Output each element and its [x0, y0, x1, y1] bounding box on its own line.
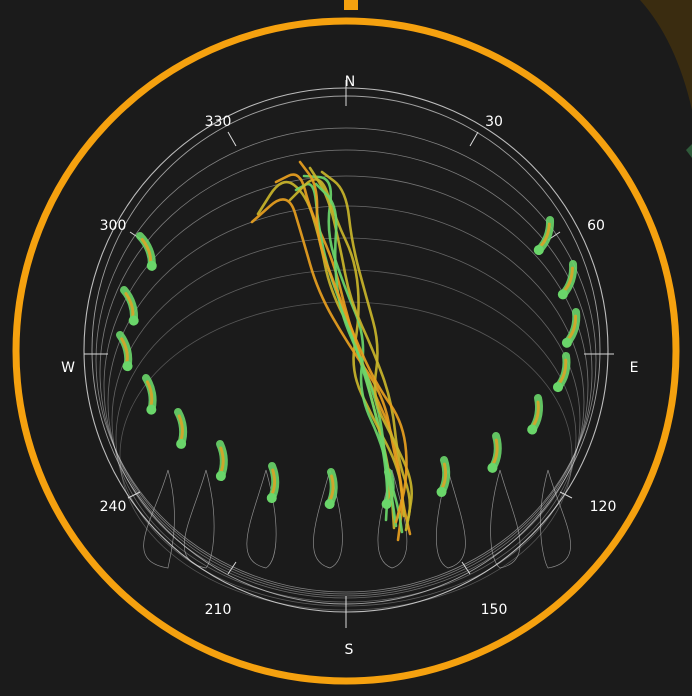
rim-satellite-track — [324, 468, 338, 510]
rim-satellite-track — [553, 352, 571, 393]
track-highlight — [177, 414, 184, 442]
satellite-point — [146, 404, 157, 415]
satellite-point — [324, 499, 335, 510]
frame-top-tab — [344, 0, 358, 10]
rim-satellite-track — [174, 408, 188, 449]
track-highlight — [491, 438, 499, 466]
compass-label-north: N — [345, 74, 355, 90]
central-satellite-track — [274, 173, 412, 536]
rim-satellite-track — [142, 374, 157, 415]
satellite-point — [436, 486, 447, 497]
rim-satellite-track — [116, 331, 133, 372]
track-highlight — [140, 237, 153, 264]
ground-loop — [246, 469, 277, 569]
satellite-point — [176, 438, 187, 449]
central-satellite-track — [314, 182, 404, 534]
azimuth-label-300: 300 — [100, 218, 127, 234]
ground-loop — [313, 469, 343, 569]
rim-satellite-track — [487, 432, 502, 473]
rim-satellite-track — [557, 260, 578, 300]
azimuth-tick — [559, 491, 573, 499]
track-highlight — [124, 292, 135, 319]
azimuth-label-150: 150 — [481, 602, 508, 618]
rim-satellite-track — [266, 462, 280, 504]
rim-satellite-track — [136, 232, 157, 271]
satellite-point — [527, 424, 538, 435]
elevation-ellipse — [95, 127, 597, 593]
satellite-point — [215, 471, 226, 482]
rim-satellite-track — [215, 440, 228, 482]
corner-marker — [686, 144, 692, 158]
track-highlight — [562, 266, 574, 293]
ground-loop — [143, 469, 175, 569]
satellite-tracks — [116, 160, 581, 542]
satellite-point — [266, 493, 277, 504]
rim-satellite-track — [527, 394, 544, 435]
track-highlight — [566, 314, 578, 341]
ground-loop — [490, 469, 521, 569]
ground-loop — [436, 469, 466, 569]
satellite-point — [553, 382, 564, 393]
corner-decoration — [640, 0, 692, 110]
satellite-point — [487, 462, 498, 473]
track-highlight — [538, 222, 551, 248]
azimuth-tick — [127, 491, 141, 499]
track-highlight — [145, 380, 154, 408]
satellite-point — [561, 337, 572, 348]
azimuth-label-120: 120 — [590, 499, 617, 515]
azimuth-label-30: 30 — [485, 114, 503, 130]
azimuth-tick — [461, 561, 471, 575]
central-satellite-track — [298, 160, 408, 524]
track-highlight — [440, 462, 448, 490]
compass-label-west: W — [61, 360, 75, 376]
track-highlight — [270, 468, 277, 496]
azimuth-tick — [227, 561, 237, 575]
track-highlight — [531, 400, 540, 428]
azimuth-label-330: 330 — [205, 114, 232, 130]
central-satellite-track — [320, 170, 413, 522]
elevation-ellipse — [99, 149, 593, 595]
satellite-point — [557, 289, 568, 300]
azimuth-label-240: 240 — [100, 499, 127, 515]
azimuth-label-60: 60 — [587, 218, 605, 234]
central-satellite-track — [250, 198, 404, 542]
track-highlight — [219, 446, 225, 474]
satellite-point — [122, 361, 133, 372]
frame-ring — [12, 17, 680, 685]
track-highlight — [557, 358, 568, 385]
satellite-point — [146, 260, 157, 271]
satellite-point — [533, 245, 544, 256]
ground-loop — [183, 469, 215, 569]
track-highlight — [328, 474, 335, 502]
satellite-point — [128, 315, 139, 326]
track-highlight — [120, 337, 129, 364]
rim-satellite-track — [120, 286, 139, 326]
azimuth-tick — [227, 131, 237, 147]
ground-loop — [540, 469, 571, 569]
compass-label-south: S — [345, 642, 354, 658]
rim-satellite-track — [436, 456, 451, 497]
rim-satellite-track — [561, 308, 581, 348]
rim-satellite-track — [533, 216, 555, 256]
azimuth-label-210: 210 — [205, 602, 232, 618]
compass-label-east: E — [630, 360, 639, 376]
azimuth-tick — [469, 131, 479, 147]
